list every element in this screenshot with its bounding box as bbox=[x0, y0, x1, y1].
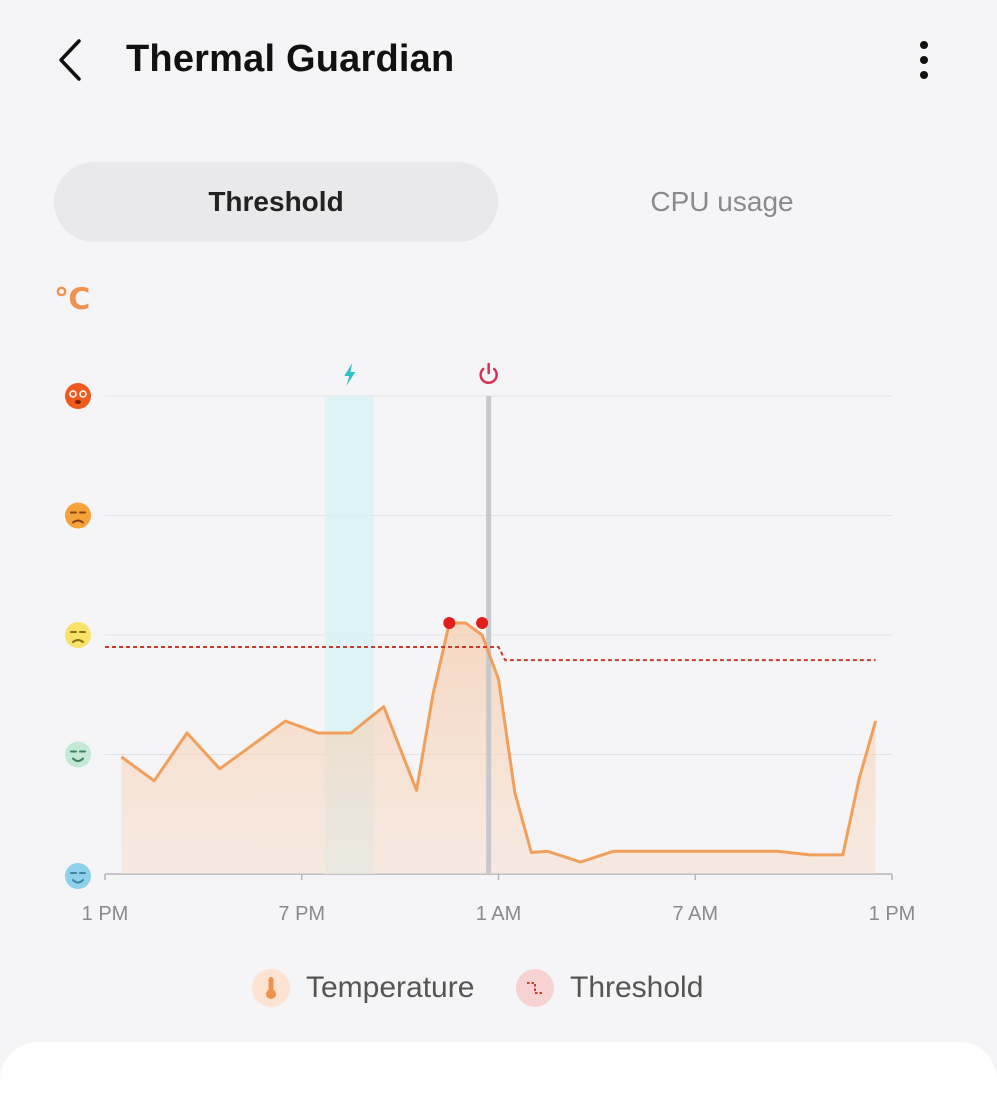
face-fill bbox=[65, 383, 91, 409]
tab-threshold[interactable]: Threshold bbox=[54, 162, 498, 242]
threshold-line bbox=[105, 645, 876, 662]
dizzy-face-icon bbox=[65, 383, 91, 409]
app-header: Thermal Guardian bbox=[0, 0, 997, 125]
view-tabs: Threshold CPU usage bbox=[54, 162, 944, 242]
face-mouth bbox=[72, 757, 84, 762]
peak-point bbox=[476, 617, 489, 630]
legend-item-temperature: Temperature bbox=[252, 958, 474, 1018]
page-title: Thermal Guardian bbox=[126, 38, 455, 80]
legend-label-temperature: Temperature bbox=[306, 971, 475, 1004]
lightning-icon bbox=[344, 363, 356, 386]
chart-legend: Temperature Threshold bbox=[0, 958, 997, 1018]
more-vertical-icon bbox=[920, 41, 928, 79]
face-fill bbox=[65, 502, 91, 529]
face-fill bbox=[65, 741, 91, 768]
legend-item-threshold: Threshold bbox=[516, 958, 703, 1018]
unamused-face-icon bbox=[65, 622, 91, 648]
peak-point bbox=[443, 617, 456, 630]
face-mouth bbox=[75, 400, 81, 404]
relaxed-face-icon bbox=[65, 741, 91, 768]
face-mouth bbox=[72, 639, 84, 643]
x-tick-label: 7 AM bbox=[672, 903, 718, 925]
x-tick-label: 1 PM bbox=[869, 903, 916, 925]
face-eye bbox=[79, 390, 87, 398]
power-icon bbox=[479, 362, 498, 384]
bottom-card bbox=[0, 1042, 997, 1102]
face-mouth bbox=[72, 879, 84, 884]
face-eye bbox=[69, 390, 77, 398]
face-fill bbox=[65, 622, 91, 648]
x-tick-label: 1 AM bbox=[476, 903, 522, 925]
tab-cpu-usage[interactable]: CPU usage bbox=[650, 186, 794, 217]
temperature-area bbox=[121, 623, 876, 874]
power-arc bbox=[479, 367, 498, 384]
face-fill bbox=[65, 863, 91, 889]
threshold-step-icon bbox=[516, 969, 554, 1007]
thermometer-icon bbox=[252, 969, 290, 1007]
tired-face-icon bbox=[65, 502, 91, 529]
x-tick-label: 7 PM bbox=[278, 903, 325, 925]
back-button[interactable] bbox=[48, 32, 104, 88]
very-cold-face-icon bbox=[65, 863, 91, 889]
back-arrow-icon bbox=[59, 39, 81, 81]
x-tick-label: 1 PM bbox=[82, 903, 129, 925]
temperature-chart: 1 PM 7 PM 1 AM 7 AM 1 PM bbox=[65, 362, 916, 925]
temperature-unit-label: ℃ bbox=[54, 283, 91, 316]
more-options-button[interactable] bbox=[904, 36, 944, 86]
temperature-line bbox=[120, 621, 878, 864]
face-mouth bbox=[72, 519, 84, 524]
legend-label-threshold: Threshold bbox=[570, 971, 704, 1004]
